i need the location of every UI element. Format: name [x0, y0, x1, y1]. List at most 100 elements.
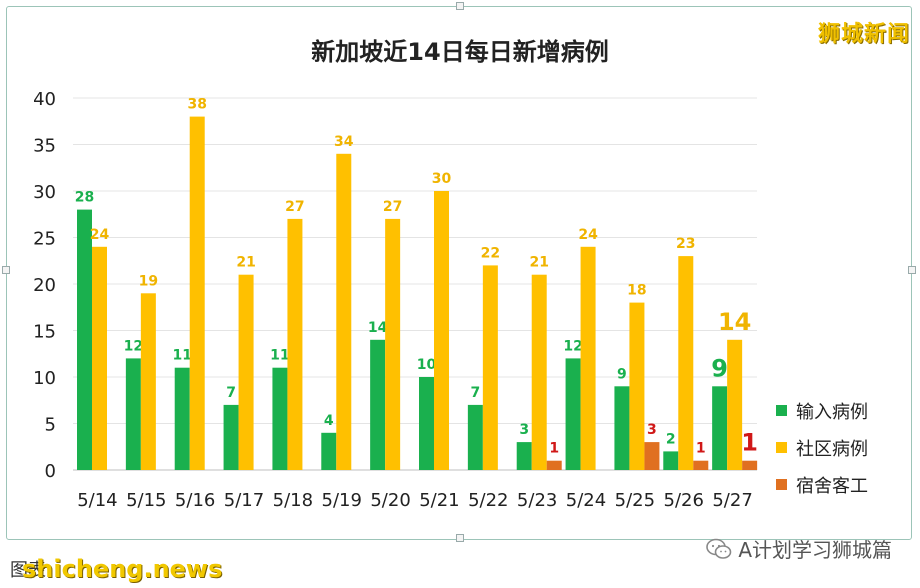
resize-handle-right[interactable] — [908, 266, 916, 274]
data-label: 3 — [647, 422, 657, 438]
legend-item-community: 社区病例 — [776, 429, 868, 466]
bar — [565, 358, 581, 470]
bar — [370, 339, 386, 470]
legend-swatch-community — [776, 442, 787, 453]
account-name: A计划学习狮城篇 — [738, 538, 892, 562]
resize-handle-bottom[interactable] — [456, 534, 464, 542]
data-label: 7 — [470, 385, 480, 401]
x-tick-label: 5/16 — [175, 490, 215, 511]
data-label: 27 — [383, 199, 402, 215]
bar — [434, 191, 449, 470]
data-label: 11 — [172, 348, 191, 364]
footer-left-text: 图表 — [10, 560, 46, 581]
bar — [629, 302, 645, 470]
x-tick-label: 5/21 — [419, 490, 459, 511]
data-label: 21 — [236, 255, 255, 271]
bar — [727, 339, 743, 470]
bar — [223, 404, 239, 470]
bar — [238, 274, 254, 470]
bar — [663, 451, 679, 470]
bar — [546, 460, 562, 470]
account-watermark: A计划学习狮城篇 — [706, 534, 892, 563]
data-label: 12 — [124, 338, 143, 354]
bar — [482, 265, 498, 470]
data-label: 27 — [285, 199, 304, 215]
y-tick-label: 5 — [45, 415, 56, 436]
data-label: 18 — [627, 283, 646, 299]
x-tick-label: 5/24 — [566, 490, 606, 511]
y-tick-label: 40 — [33, 89, 56, 110]
bar — [140, 293, 156, 470]
bar — [531, 274, 547, 470]
legend-label-dormitory: 宿舍客工 — [796, 475, 868, 497]
data-label: 14 — [718, 308, 751, 336]
y-tick-label: 35 — [33, 136, 56, 157]
x-tick-label: 5/20 — [370, 490, 410, 511]
x-tick-label: 5/27 — [712, 490, 752, 511]
x-tick-label: 5/14 — [77, 490, 117, 511]
x-tick-label: 5/25 — [615, 490, 655, 511]
data-label: 2 — [666, 431, 676, 447]
bar — [742, 460, 758, 470]
data-label: 24 — [90, 227, 110, 243]
bar — [174, 367, 190, 470]
resize-handle-left[interactable] — [2, 266, 10, 274]
y-tick-label: 25 — [33, 229, 56, 250]
legend-item-imported: 输入病例 — [776, 392, 868, 429]
bar — [419, 377, 434, 470]
bar — [385, 218, 401, 470]
resize-handle-top[interactable] — [456, 2, 464, 10]
bar — [125, 358, 141, 470]
data-label: 11 — [270, 348, 289, 364]
data-label: 34 — [334, 134, 354, 150]
data-label: 10 — [417, 357, 437, 373]
data-label: 38 — [187, 97, 206, 113]
legend-swatch-imported — [776, 405, 787, 416]
data-label: 1 — [549, 441, 559, 457]
y-tick-label: 15 — [33, 322, 56, 343]
x-tick-label: 5/15 — [126, 490, 166, 511]
y-tick-label: 10 — [33, 368, 56, 389]
legend-swatch-dormitory — [776, 479, 787, 490]
bar — [693, 460, 709, 470]
legend-label-imported: 输入病例 — [796, 401, 868, 423]
bar — [287, 218, 303, 470]
chart-legend: 输入病例 社区病例 宿舍客工 — [776, 392, 868, 503]
bar — [77, 209, 92, 470]
chart-title: 新加坡近14日每日新增病例 — [311, 38, 609, 66]
data-label: 1 — [696, 441, 706, 457]
data-label: 1 — [741, 429, 758, 457]
x-tick-label: 5/18 — [273, 490, 313, 511]
bar — [516, 442, 532, 470]
y-tick-label: 0 — [45, 461, 56, 482]
x-tick-label: 5/26 — [664, 490, 704, 511]
x-tick-label: 5/19 — [322, 490, 362, 511]
data-label: 23 — [676, 236, 695, 252]
bar — [712, 386, 728, 470]
y-tick-label: 20 — [33, 275, 56, 296]
x-tick-label: 5/17 — [224, 490, 264, 511]
bar — [321, 432, 337, 470]
bar — [614, 386, 630, 470]
site-watermark: shicheng.news — [22, 555, 223, 583]
bar — [336, 153, 352, 471]
data-label: 7 — [226, 385, 236, 401]
bar — [644, 442, 660, 470]
data-label: 24 — [578, 227, 598, 243]
brand-corner-label: 狮城新闻 — [817, 22, 910, 47]
bar — [467, 404, 483, 470]
x-tick-label: 5/22 — [468, 490, 508, 511]
data-label: 21 — [529, 255, 548, 271]
legend-label-community: 社区病例 — [796, 438, 868, 460]
bar — [678, 256, 694, 470]
bar — [189, 116, 205, 470]
data-label: 14 — [368, 320, 388, 336]
data-label: 30 — [432, 171, 452, 187]
wechat-icon — [706, 538, 732, 559]
bar — [92, 246, 107, 470]
data-label: 28 — [75, 190, 94, 206]
bar — [272, 367, 288, 470]
data-label: 4 — [324, 413, 334, 429]
data-label: 9 — [711, 354, 728, 382]
legend-item-dormitory: 宿舍客工 — [776, 466, 868, 503]
